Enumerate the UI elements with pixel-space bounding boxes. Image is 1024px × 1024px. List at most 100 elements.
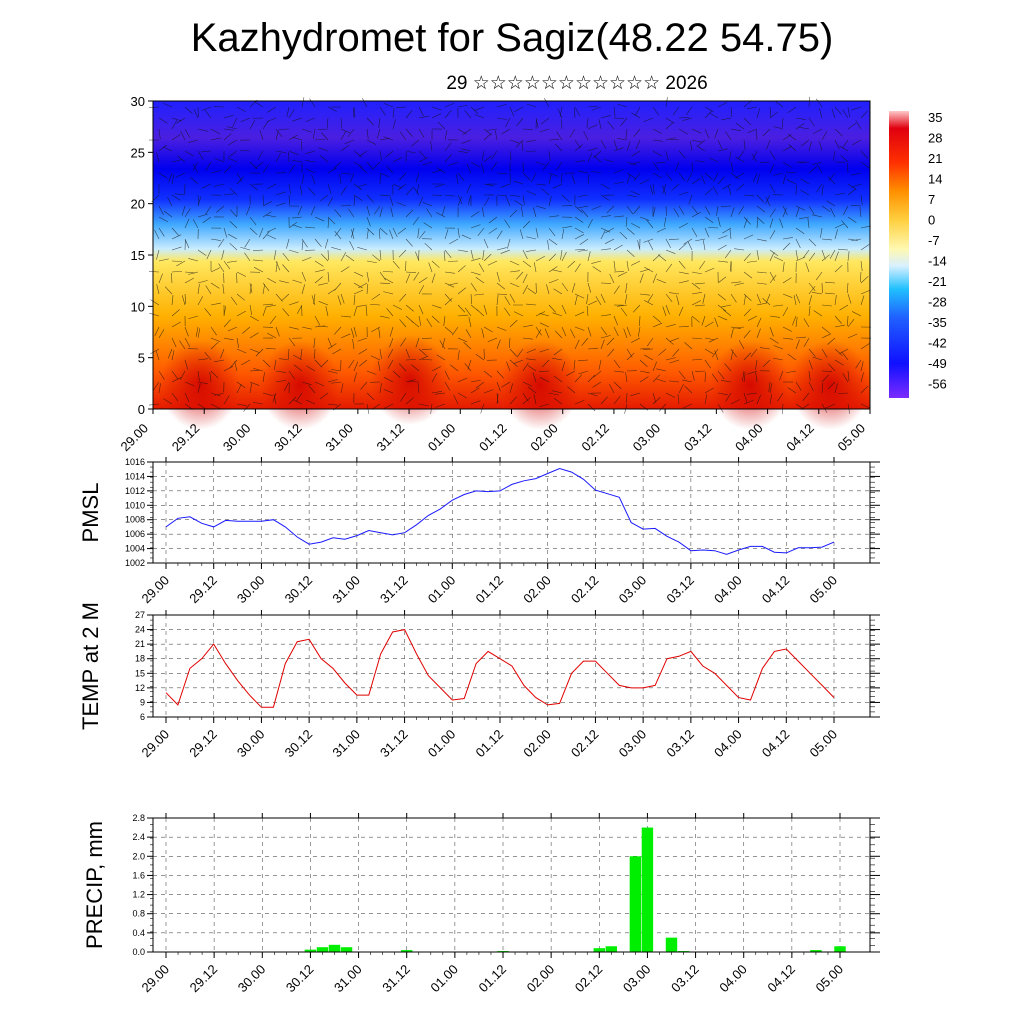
wind-barb — [444, 229, 449, 240]
wind-barb — [292, 279, 303, 284]
wind-barb — [691, 227, 698, 237]
wind-barb — [229, 187, 238, 196]
wind-barb — [795, 207, 800, 218]
wind-barb — [327, 271, 330, 282]
wind-barb — [383, 271, 394, 273]
wind-barb — [352, 339, 355, 350]
wind-barb — [554, 143, 563, 152]
wind-barb — [812, 356, 823, 361]
wind-barb — [756, 328, 761, 339]
y-tick-label: 21 — [135, 639, 145, 649]
wind-barb — [360, 381, 368, 390]
wind-barb — [184, 359, 189, 370]
wind-barb — [808, 348, 816, 357]
wind-barb — [574, 205, 583, 213]
wind-barb — [548, 279, 559, 284]
wind-barb — [535, 227, 539, 238]
x-tick-label: 02.12 — [568, 573, 602, 607]
wind-barb — [389, 326, 394, 337]
wind-barb — [457, 392, 467, 399]
wind-barb — [712, 348, 719, 358]
wind-barb — [617, 271, 628, 277]
wind-barb — [370, 303, 381, 306]
wind-barb — [171, 377, 182, 383]
wind-barb — [374, 205, 381, 215]
wind-barb — [652, 315, 661, 323]
y-tick-label: 27 — [135, 610, 145, 620]
wind-barb — [227, 157, 238, 163]
wind-barb — [158, 205, 164, 216]
wind-barb — [308, 187, 316, 196]
wind-barb — [773, 304, 784, 307]
wind-barb — [821, 326, 830, 334]
wind-barb — [721, 304, 732, 308]
wind-barb — [184, 381, 195, 387]
wind-barb — [392, 227, 398, 238]
wind-barb — [457, 287, 467, 295]
wind-barb — [808, 370, 811, 381]
wind-barb — [496, 370, 505, 379]
wind-barb — [378, 328, 381, 339]
wind-barb — [405, 128, 413, 137]
wind-barb — [253, 368, 264, 372]
wind-barb — [227, 126, 238, 130]
wind-barb — [851, 183, 862, 188]
wind-barb — [605, 227, 615, 234]
wind-barb — [541, 188, 550, 196]
wind-barb — [578, 194, 589, 197]
wind-barb — [366, 205, 370, 216]
wind-barb — [678, 205, 685, 215]
wind-barb — [184, 150, 194, 157]
wind-barb — [808, 282, 816, 292]
x-tick-label: 04.12 — [759, 573, 793, 607]
wind-barb — [800, 178, 810, 185]
wind-barb — [351, 227, 355, 238]
wind-barb — [756, 205, 766, 213]
wind-barb — [332, 348, 342, 355]
wind-barb — [639, 370, 650, 374]
wind-barb — [843, 205, 849, 215]
x-tick-label: 05.00 — [813, 962, 847, 996]
x-tick-label: 02.00 — [524, 962, 558, 996]
wind-barb — [522, 273, 528, 284]
wind-barb — [158, 128, 161, 139]
wind-barb — [851, 311, 862, 317]
wind-barb — [613, 169, 624, 174]
wind-barb — [800, 189, 810, 196]
wind-barb — [347, 128, 355, 138]
wind-barb — [210, 128, 220, 135]
wind-barb — [149, 312, 160, 317]
wind-barb — [742, 370, 745, 381]
wind-barb — [539, 370, 550, 372]
wind-barb — [158, 172, 168, 179]
wind-barb — [782, 207, 787, 218]
wind-barb — [230, 359, 238, 368]
wind-barb — [483, 133, 492, 141]
wind-barb — [834, 106, 842, 115]
wind-barb — [415, 337, 420, 348]
x-tick-label: 03.00 — [630, 421, 664, 455]
wind-barb — [730, 207, 735, 218]
wind-barb — [266, 304, 277, 308]
wind-barb — [808, 238, 817, 247]
wind-barb — [738, 205, 745, 215]
wind-barb — [418, 355, 429, 361]
wind-barb — [306, 365, 316, 372]
wind-barb — [405, 110, 413, 119]
wind-barb — [227, 326, 238, 332]
wind-barb — [662, 185, 667, 196]
wind-barb — [851, 106, 862, 111]
wind-barb — [573, 359, 576, 370]
wind-barb — [574, 326, 585, 331]
wind-barb — [860, 271, 862, 282]
wind-barb — [229, 220, 238, 229]
wind-barb — [548, 139, 560, 141]
wind-barb — [819, 141, 823, 152]
wind-barb — [782, 242, 791, 251]
wind-barb — [171, 117, 182, 122]
wind-barb — [366, 284, 369, 295]
wind-barb — [782, 161, 792, 168]
wind-barb — [464, 307, 472, 317]
wind-barb — [418, 315, 422, 326]
wind-barb — [279, 358, 290, 361]
